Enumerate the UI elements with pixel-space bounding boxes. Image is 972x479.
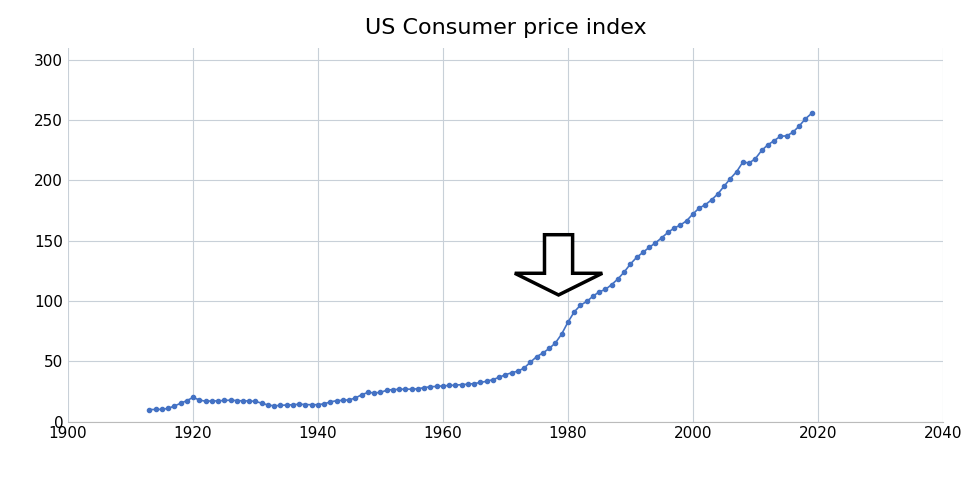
Title: US Consumer price index: US Consumer price index [364, 18, 646, 38]
FancyArrow shape [515, 235, 603, 295]
